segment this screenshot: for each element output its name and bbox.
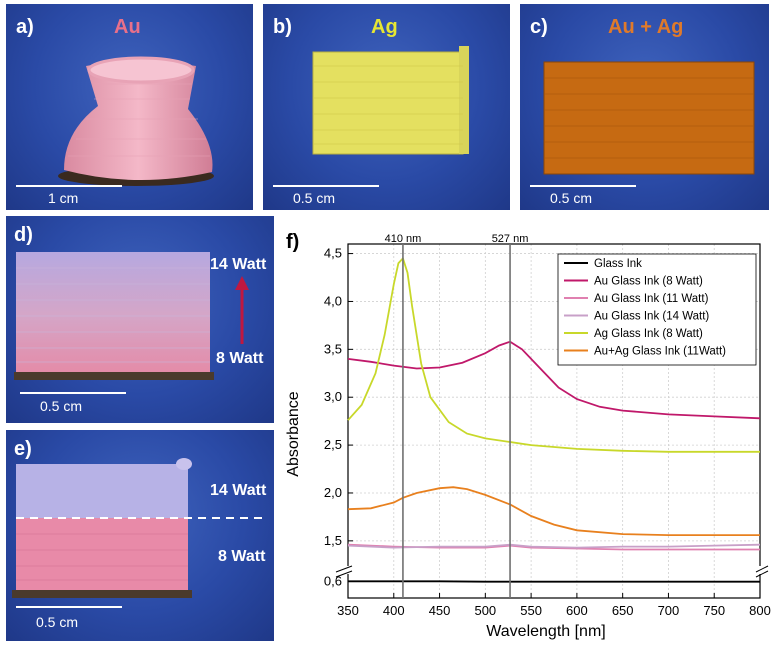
bottom-watt-label: 8 Watt [218,548,266,565]
axis-break-mark [335,570,353,578]
series-line [347,543,761,549]
y-tick-label: 4,5 [324,246,342,261]
top-watt-label: 14 Watt [210,482,267,499]
scale-text: 0.5 cm [40,398,83,414]
x-tick-label: 350 [337,603,359,618]
axis-break-mark [755,565,769,573]
y-tick-label: 3,0 [324,389,342,404]
reference-line-label: 527 nm [492,233,529,245]
au-two-zone-sample [12,458,268,598]
series-line [347,256,760,453]
panel-c-photo: c) Au + Ag 0.5 cm [520,4,769,210]
scale-text: 0.5 cm [36,614,79,630]
scale-bar [273,185,379,187]
axis-break-mark [335,565,353,573]
legend-entry: Au+Ag Glass Ink (11Watt) [594,346,726,358]
reference-lines: 410 nm 527 nm [385,233,529,598]
y-tick-label: 4,0 [324,293,342,308]
legend-entry: Au Glass Ink (11 Watt) [594,293,709,305]
x-tick-label: 800 [749,603,771,618]
au-gradient-sample [14,252,249,380]
scale-bar [16,606,122,608]
panel-label: e) [14,438,32,460]
panel-a-photo: a) Au 1 cm [6,4,253,210]
chart-panel-label: f) [286,231,299,253]
panel-label: b) [273,16,292,38]
series-line [347,486,760,537]
x-tick-label: 700 [658,603,680,618]
top-watt-label: 14 Watt [210,256,267,273]
panel-d-photo: d) 14 Watt 8 Watt 0.5 cm [6,216,274,423]
axes: 350 400 450 500 550 600 650 700 750 800 0,6 1,5 2,0 2… [324,243,771,618]
y-axis-label: Absorbance [285,391,302,476]
panel-label: d) [14,224,33,246]
legend-entry: Au Glass Ink (8 Watt) [594,276,703,288]
panel-label: c) [530,16,548,38]
material-label: Ag [371,16,398,38]
x-tick-label: 650 [612,603,634,618]
scale-bar [20,392,126,394]
x-tick-label: 600 [566,603,588,618]
material-label: Au [114,16,141,38]
axis-break-mask-right [758,566,770,574]
reference-line-label: 410 nm [385,233,422,245]
auag-block-sample [543,61,755,175]
ag-block-sample [312,46,469,155]
legend-entry: Au Glass Ink (14 Watt) [594,311,709,323]
x-tick-label: 550 [520,603,542,618]
panel-label: a) [16,16,34,38]
y-tick-label: 2,0 [324,485,342,500]
scale-text: 0.5 cm [550,190,593,206]
series-lines [347,256,761,583]
y-tick-label: 1,5 [324,533,342,548]
material-label: Au + Ag [608,16,684,38]
plot-frame [347,243,761,599]
x-tick-label: 500 [474,603,496,618]
absorbance-chart: f) 350 400 450 500 550 600 650 700 750 800 0,6 1,5 2… [285,231,771,640]
x-tick-label: 400 [383,603,405,618]
au-cylinder-sample [58,56,214,186]
scale-text: 1 cm [48,190,79,206]
panel-b-photo: b) Ag 0.5 cm [263,4,510,210]
axis-break-mark [755,570,769,578]
y-tick-label: 0,6 [324,573,342,588]
legend: Glass Ink Au Glass Ink (8 Watt) Au Glass I… [557,253,757,366]
y-tick-label: 3,5 [324,341,342,356]
scale-bar [530,185,636,187]
legend-entry: Ag Glass Ink (8 Watt) [594,328,703,340]
x-tick-label: 750 [703,603,725,618]
scale-text: 0.5 cm [293,190,336,206]
legend-box [557,253,757,366]
y-tick-label: 2,5 [324,437,342,452]
legend-entry: Glass Ink [594,258,642,270]
x-tick-label: 450 [429,603,451,618]
series-line [347,340,761,420]
scale-bar [16,185,122,187]
bottom-watt-label: 8 Watt [216,350,264,367]
panel-e-photo: e) 14 Watt 8 Watt 0.5 cm [6,430,274,641]
x-axis-label: Wavelength [nm] [486,623,605,640]
